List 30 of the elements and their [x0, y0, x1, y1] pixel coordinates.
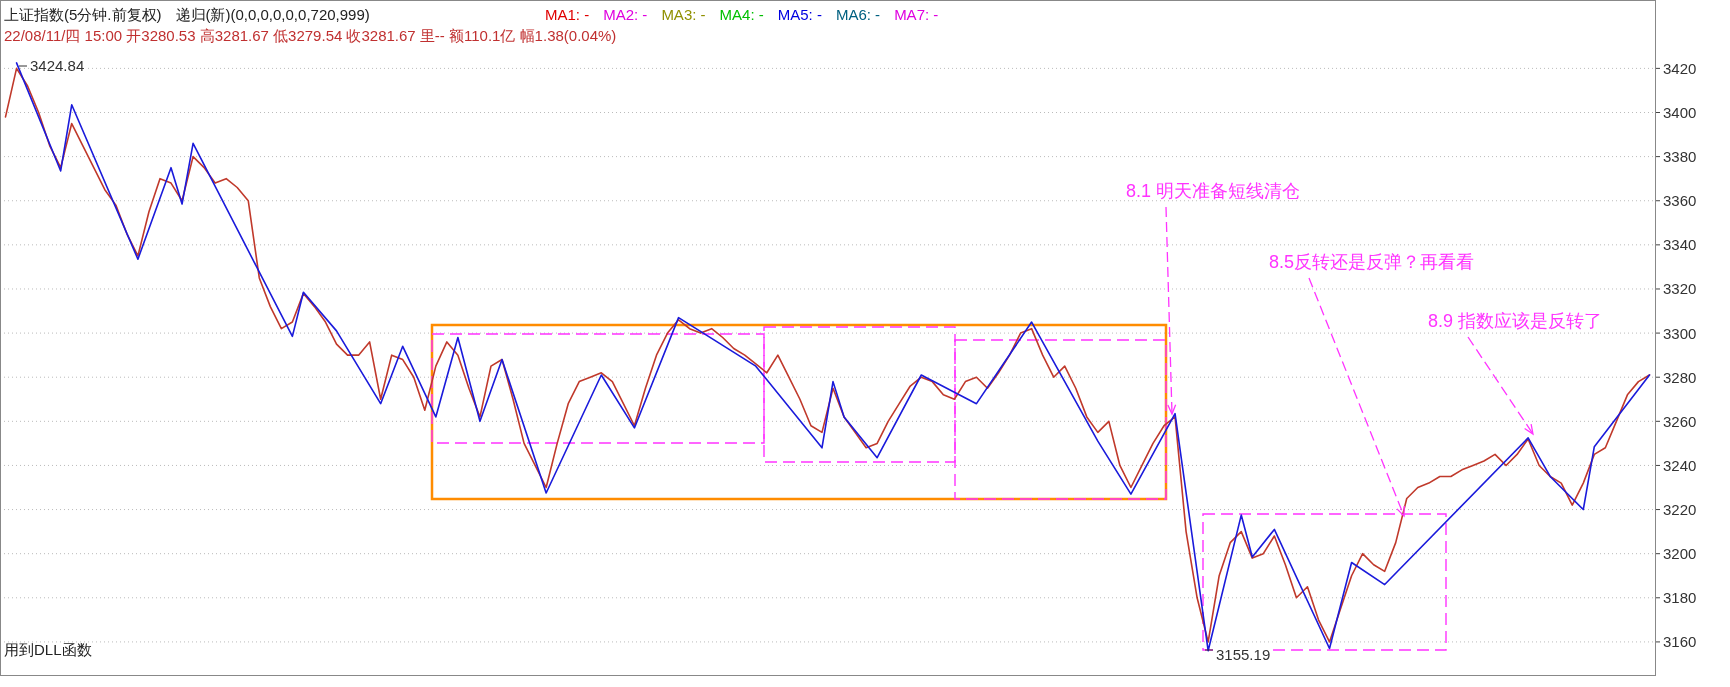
annotation: 8.1 明天准备短线清仓 — [1126, 181, 1301, 201]
y-tick-label: 3260 — [1663, 412, 1697, 430]
y-tick-label: 3320 — [1663, 280, 1697, 298]
annotation: MA1: - — [545, 6, 590, 23]
annotation: MA2: - — [603, 6, 648, 23]
annotation: 递归(新)(0,0,0,0,0,0,720,999) — [175, 6, 370, 23]
y-tick-label: 3200 — [1663, 545, 1697, 563]
y-tick-label: 3400 — [1663, 104, 1697, 121]
y-tick-label: 3240 — [1663, 456, 1697, 474]
y-tick-label: 3180 — [1663, 589, 1697, 607]
y-tick-label: 3160 — [1663, 633, 1697, 651]
annotation: MA4: - — [719, 6, 764, 23]
chart-title: 上证指数(5分钟.前复权) — [4, 6, 162, 23]
y-tick-label: 3300 — [1663, 324, 1697, 342]
annotation: 3155.19 — [1216, 646, 1271, 663]
annotation: MA6: - — [835, 6, 881, 23]
annotation: 8.9 指数应该是反转了 — [1428, 311, 1603, 331]
annotation: 8.5反转还是反弹？再看看 — [1269, 252, 1475, 272]
y-tick-label: 3360 — [1663, 192, 1697, 210]
annotation: MA7: - — [894, 6, 939, 23]
annotation: MA3: - — [661, 6, 706, 23]
text: 22/08/11/四 15:00 开3280.53 高3281.67 低3279.54 收3281.67 里-- 额110.1亿 幅1.38(0.04%) — [4, 27, 617, 44]
y-tick-label: 3340 — [1663, 236, 1697, 254]
y-tick-label: 3420 — [1663, 59, 1697, 77]
annotation: 3424.84 — [30, 57, 85, 74]
y-tick-label: 3220 — [1663, 501, 1697, 519]
annotation: 用到DLL函数 — [4, 641, 92, 658]
y-tick-label: 3380 — [1663, 148, 1697, 166]
y-tick-label: 3280 — [1663, 368, 1697, 386]
annotation: MA5: - — [777, 6, 822, 23]
